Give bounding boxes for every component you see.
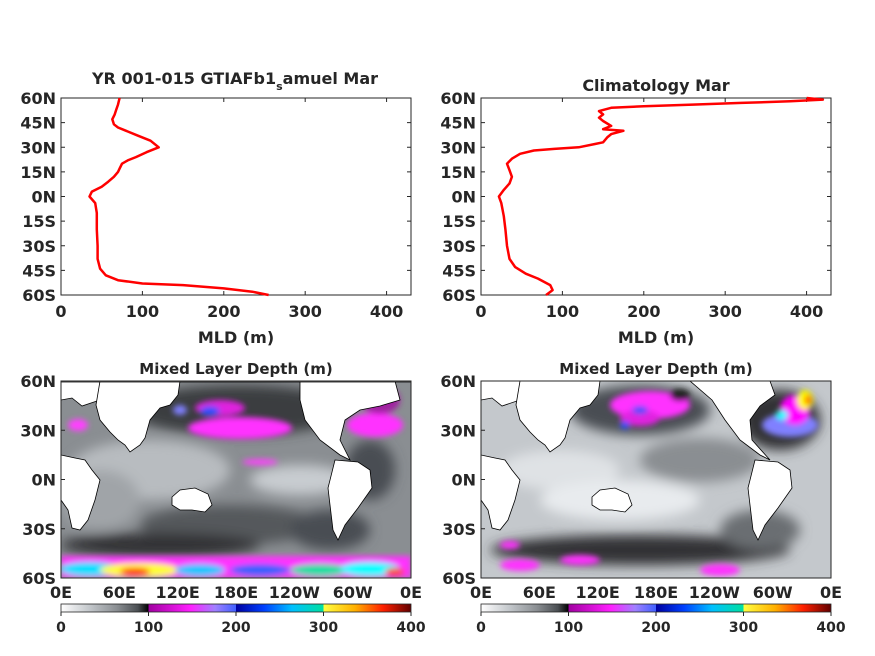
y-tick-label: 45S [22, 261, 56, 280]
mld-profile-model [88, 97, 269, 297]
title-model-tail: amuel Mar [283, 69, 378, 88]
map-x-tick-label: 180E [214, 583, 258, 602]
map-y-tick-label: 60S [22, 569, 56, 588]
x-tick-label: 400 [370, 302, 403, 321]
map-x-tick-label: 120E [576, 583, 620, 602]
map-x-tick-label: 60W [753, 583, 793, 602]
map-x-tick-label: 120W [269, 583, 320, 602]
colorbar-tick-label: 400 [816, 620, 845, 636]
y-tick-label: 45N [20, 114, 56, 133]
map-title-climatology: Mixed Layer Depth (m) [559, 360, 752, 378]
map-y-tick-label: 60N [20, 372, 56, 391]
map-y-tick-label: 60S [442, 569, 476, 588]
title-model: YR 001-015 GTIAFb1samuel Mar [91, 69, 378, 93]
y-tick-label: 60N [440, 89, 476, 108]
map-x-tick-label: 60W [333, 583, 373, 602]
y-tick-label: 60S [442, 286, 476, 305]
map-y-tick-label: 30N [440, 421, 476, 440]
y-tick-label: 15N [20, 163, 56, 182]
map-x-tick-label: 0E [820, 583, 842, 602]
y-tick-label: 15S [442, 212, 476, 231]
colorbar-tick-label: 200 [221, 620, 250, 636]
x-tick-label: 0 [475, 302, 486, 321]
map-model: Mixed Layer Depth (m) [20, 360, 426, 636]
y-tick-label: 30N [440, 138, 476, 157]
y-tick-label: 30N [20, 138, 56, 157]
colorbar-tick-label: 400 [396, 620, 425, 636]
title-climatology: Climatology Mar [582, 76, 729, 95]
y-tick-label: 15N [440, 163, 476, 182]
title-model-subscript: s [276, 80, 283, 93]
x-tick-label: 200 [627, 302, 660, 321]
x-tick-label: 300 [288, 302, 321, 321]
map-x-tick-label: 60E [103, 583, 136, 602]
x-tick-label: 400 [790, 302, 823, 321]
y-tick-label: 0N [31, 188, 56, 207]
x-tick-label: 100 [546, 302, 579, 321]
map-y-tick-label: 30S [22, 520, 56, 539]
map-x-tick-label: 60E [523, 583, 556, 602]
map-x-tick-label: 0E [400, 583, 422, 602]
colorbar-climatology-bar [480, 603, 832, 613]
y-tick-label: 45S [442, 261, 476, 280]
colorbar-model: 0 100 200 300 400 [56, 603, 426, 636]
plot-area-climatology [480, 97, 832, 296]
colorbar-tick-label: 100 [134, 620, 163, 636]
line-plot-model: YR 001-015 GTIAFb1samuel Mar 0 100 200 300 4… [20, 69, 412, 347]
colorbar-tick-label: 100 [554, 620, 583, 636]
y-tick-label: 30S [22, 237, 56, 256]
y-tick-label: 60N [20, 89, 56, 108]
mld-profile-climatology [497, 96, 825, 296]
colorbar-model-bar [60, 603, 412, 613]
plot-area-model [60, 97, 412, 296]
x-tick-label: 0 [55, 302, 66, 321]
colorbar-tick-label: 200 [641, 620, 670, 636]
continents-model [61, 381, 411, 541]
y-tick-label: 60S [22, 286, 56, 305]
y-tick-label: 0N [451, 188, 476, 207]
line-plot-climatology: Climatology Mar 0 100 200 300 400 60N 45N 30N 15… [440, 76, 832, 347]
map-y-tick-label: 0N [451, 471, 476, 490]
colorbar-tick-label: 300 [309, 620, 338, 636]
x-tick-label: 300 [708, 302, 741, 321]
colorbar-tick-label: 0 [56, 620, 66, 636]
xlabel-climatology: MLD (m) [618, 328, 694, 347]
xlabel-model: MLD (m) [198, 328, 274, 347]
mld-field-climatology [481, 381, 831, 578]
map-y-tick-label: 30N [20, 421, 56, 440]
title-model-main: YR 001-015 GTIAFb1 [91, 69, 276, 88]
colorbar-tick-label: 300 [729, 620, 758, 636]
y-tick-label: 30S [442, 237, 476, 256]
map-y-tick-label: 60N [440, 372, 476, 391]
map-y-tick-label: 30S [442, 520, 476, 539]
y-tick-label: 15S [22, 212, 56, 231]
continents-climatology [481, 381, 793, 541]
map-x-tick-label: 180E [634, 583, 678, 602]
map-x-tick-label: 120W [689, 583, 740, 602]
map-title-model: Mixed Layer Depth (m) [139, 360, 332, 378]
map-x-tick-label: 0E [50, 583, 72, 602]
y-tick-label: 45N [440, 114, 476, 133]
map-y-tick-label: 0N [31, 471, 56, 490]
x-tick-label: 200 [207, 302, 240, 321]
x-tick-label: 100 [126, 302, 159, 321]
colorbar-climatology: 0 100 200 300 400 [476, 603, 846, 636]
colorbar-tick-label: 0 [476, 620, 486, 636]
map-x-tick-label: 120E [156, 583, 200, 602]
map-x-tick-label: 0E [470, 583, 492, 602]
map-climatology: Mixed Layer Depth (m) [440, 360, 846, 636]
mld-field-model [61, 381, 411, 578]
